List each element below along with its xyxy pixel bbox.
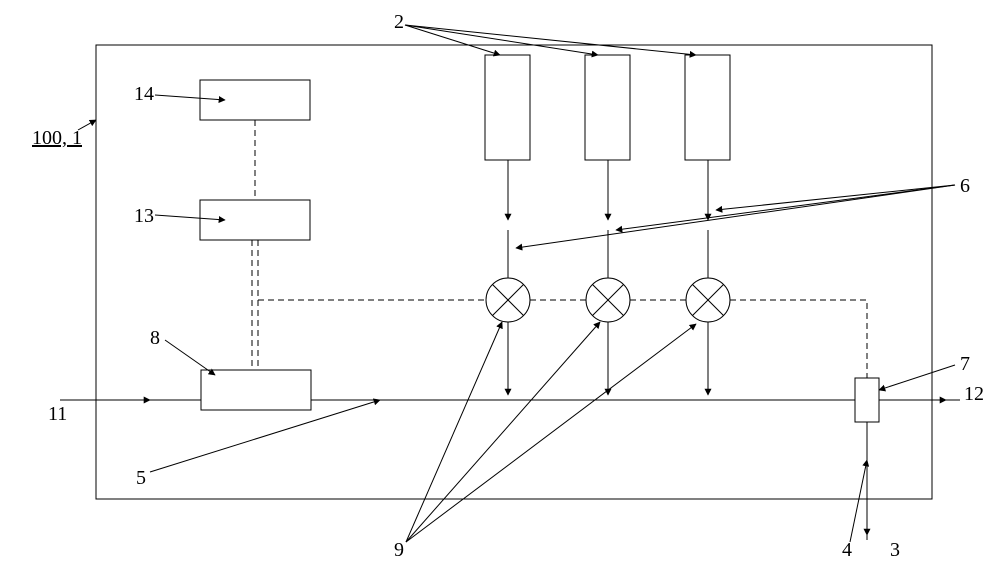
block-7 [855, 378, 879, 422]
tank-3 [685, 55, 730, 160]
mixer-2 [586, 278, 630, 322]
mixer-1 [486, 278, 530, 322]
label-100: 100, 1 [32, 127, 82, 149]
label-12: 12 [964, 383, 984, 405]
control-bus [258, 300, 867, 378]
leader-6-c [516, 185, 955, 248]
tank-2 [585, 55, 630, 160]
label-7: 7 [960, 353, 970, 375]
block-14 [200, 80, 310, 120]
leader-2-b [405, 25, 598, 55]
label-6: 6 [960, 175, 970, 197]
tank-1 [485, 55, 530, 160]
leader-6-a [716, 185, 955, 210]
leader-9-b [406, 322, 600, 542]
leader-8 [165, 340, 215, 375]
block-8 [201, 370, 311, 410]
mixer-3 [686, 278, 730, 322]
label-13: 13 [134, 205, 154, 227]
leader-14 [155, 95, 225, 100]
label-8: 8 [150, 327, 160, 349]
label-9: 9 [394, 539, 404, 561]
leader-7 [879, 365, 955, 390]
label-14: 14 [134, 83, 154, 105]
label-4: 4 [842, 539, 852, 561]
label-5: 5 [136, 467, 146, 489]
diagram-svg: 2 14 100, 1 6 13 8 7 12 11 5 9 4 3 [0, 0, 1000, 563]
leader-4 [850, 460, 867, 542]
enclosure-box [96, 45, 932, 499]
leader-6-b [616, 185, 955, 230]
leader-13 [155, 215, 225, 220]
label-11: 11 [48, 403, 67, 425]
leader-5 [150, 400, 380, 472]
diagram-stage: 2 14 100, 1 6 13 8 7 12 11 5 9 4 3 [0, 0, 1000, 563]
label-2: 2 [394, 11, 404, 33]
leader-9-c [406, 324, 696, 542]
leader-2-c [405, 25, 696, 55]
label-3: 3 [890, 539, 900, 561]
leader-9-a [406, 322, 502, 542]
block-13 [200, 200, 310, 240]
